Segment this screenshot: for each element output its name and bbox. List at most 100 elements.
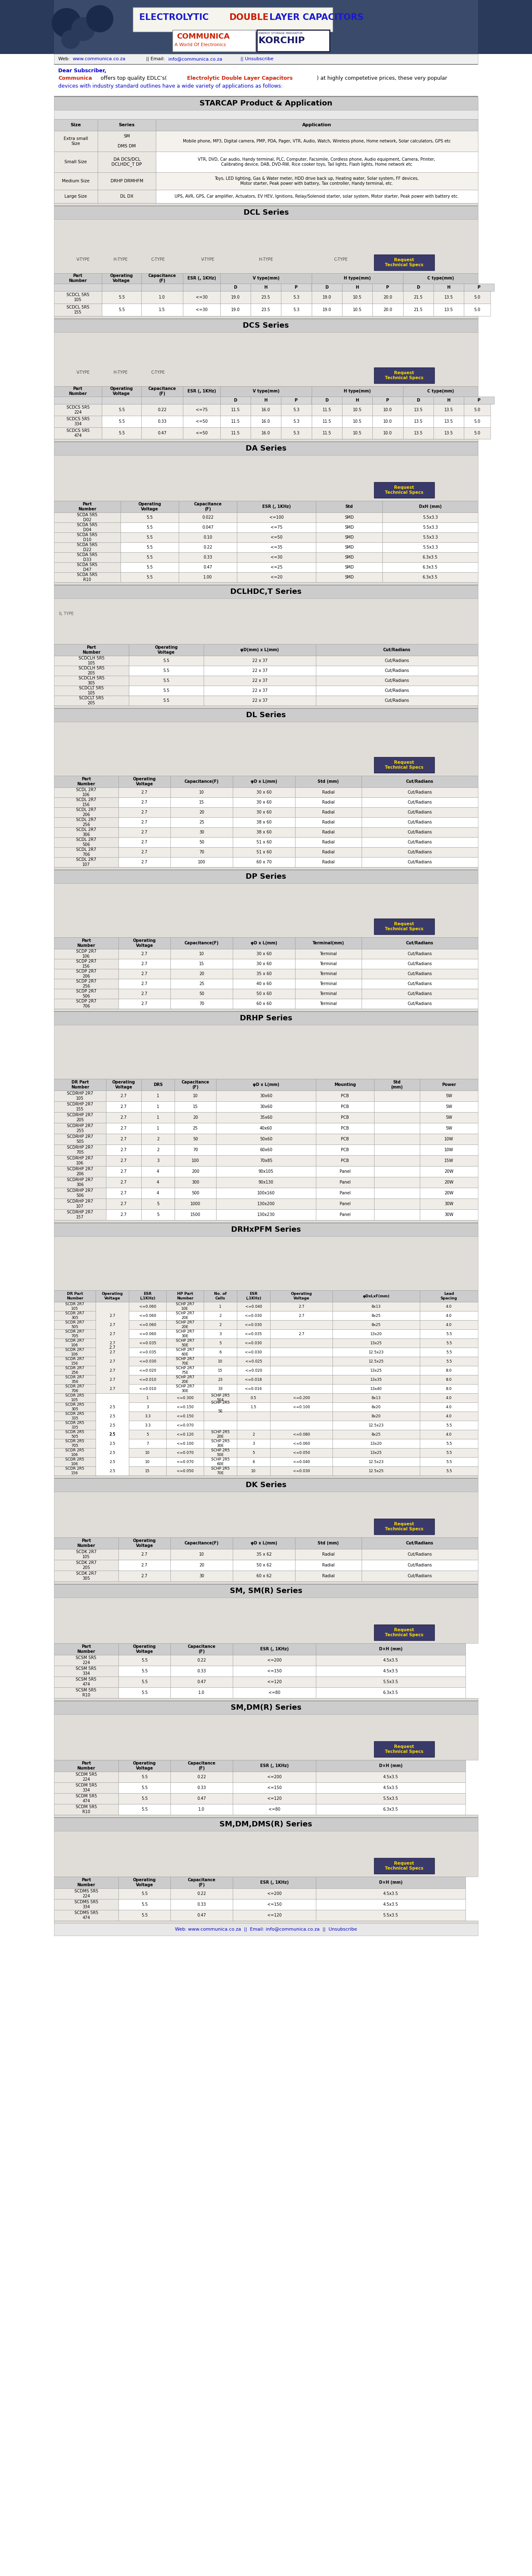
- Text: 20W: 20W: [444, 1190, 453, 1195]
- Text: SCHP 2R7
30E: SCHP 2R7 30E: [176, 1329, 194, 1337]
- Text: 10W: 10W: [444, 1136, 453, 1141]
- Bar: [270, 1319, 332, 1329]
- Bar: [233, 858, 295, 868]
- Text: <=0.020: <=0.020: [245, 1368, 262, 1373]
- Text: 13.5: 13.5: [444, 307, 453, 312]
- Text: 70: 70: [199, 1002, 204, 1005]
- Text: SCDCLT 5R5
105: SCDCLT 5R5 105: [79, 685, 104, 696]
- Bar: [312, 291, 342, 304]
- Bar: [121, 523, 179, 533]
- Bar: [316, 1103, 374, 1113]
- Text: 11.5: 11.5: [231, 430, 240, 435]
- Text: <=0.060: <=0.060: [293, 1443, 310, 1445]
- Text: H-TYPE: H-TYPE: [113, 258, 128, 263]
- Bar: [237, 1340, 270, 1347]
- Bar: [420, 1154, 478, 1167]
- Bar: [54, 1167, 106, 1177]
- Bar: [170, 1783, 233, 1793]
- Bar: [166, 1301, 204, 1311]
- Bar: [403, 273, 478, 283]
- Text: Part
Number: Part Number: [77, 778, 95, 786]
- Bar: [183, 273, 220, 283]
- Bar: [316, 1759, 466, 1772]
- Text: 4.5x3.5: 4.5x3.5: [383, 1669, 398, 1674]
- Text: 5.5: 5.5: [118, 296, 125, 299]
- Text: SCDM 5R5
334: SCDM 5R5 334: [76, 1783, 97, 1793]
- Bar: [54, 562, 121, 572]
- Bar: [174, 1123, 216, 1133]
- Text: 10: 10: [199, 951, 204, 956]
- Bar: [166, 1319, 204, 1329]
- Text: SCDCL 5R5
105: SCDCL 5R5 105: [66, 294, 89, 301]
- Text: SCDR 2R7
706: SCDR 2R7 706: [65, 1386, 84, 1394]
- Text: PCB: PCB: [341, 1136, 349, 1141]
- Bar: [170, 958, 233, 969]
- Text: 2.7: 2.7: [141, 971, 148, 976]
- Bar: [142, 386, 183, 397]
- Bar: [374, 1123, 420, 1133]
- Text: 4: 4: [156, 1170, 159, 1175]
- Text: Radial: Radial: [322, 791, 335, 793]
- Text: 19.0: 19.0: [231, 307, 240, 312]
- Text: <=80: <=80: [268, 1690, 280, 1695]
- Bar: [166, 1383, 204, 1394]
- Bar: [372, 283, 403, 291]
- Text: HP Part
Number: HP Part Number: [177, 1293, 193, 1301]
- Bar: [142, 1103, 174, 1113]
- Bar: [316, 1113, 374, 1123]
- Text: SCDA 5R5
D02: SCDA 5R5 D02: [77, 513, 97, 523]
- Text: 15: 15: [145, 1468, 150, 1473]
- Text: SCDR 2R7
305: SCDR 2R7 305: [65, 1311, 84, 1319]
- Text: 7: 7: [146, 1443, 149, 1445]
- Bar: [295, 858, 362, 868]
- Text: 2.7: 2.7: [109, 1324, 115, 1327]
- Text: Capacitance(F): Capacitance(F): [185, 1540, 219, 1546]
- Bar: [96, 1440, 129, 1448]
- Text: 5.5: 5.5: [146, 526, 153, 531]
- Bar: [54, 1803, 119, 1814]
- Text: Mounting: Mounting: [334, 1082, 356, 1087]
- Bar: [383, 572, 478, 582]
- Text: 2.5: 2.5: [109, 1468, 115, 1473]
- Text: P: P: [477, 399, 480, 402]
- Text: <=0.050: <=0.050: [177, 1468, 194, 1473]
- Bar: [121, 551, 179, 562]
- Text: 2.7: 2.7: [120, 1149, 127, 1151]
- Text: Mobile phone, MP3, Digital camera, PMP, PDA, Pager, VTR, Audio, Watch, Wireless : Mobile phone, MP3, Digital camera, PMP, …: [183, 139, 451, 144]
- Text: H: H: [447, 286, 450, 289]
- Text: <=0.060: <=0.060: [139, 1303, 156, 1309]
- Text: P: P: [294, 399, 297, 402]
- Text: Panel: Panel: [339, 1170, 351, 1175]
- Bar: [434, 404, 464, 415]
- Bar: [374, 1133, 420, 1144]
- Text: Cut/Radians: Cut/Radians: [408, 992, 432, 997]
- Text: Radial: Radial: [322, 860, 335, 863]
- Text: 5.5: 5.5: [141, 1904, 148, 1906]
- Text: 11.5: 11.5: [322, 430, 331, 435]
- Text: 12.5x23: 12.5x23: [369, 1461, 384, 1463]
- Bar: [170, 1643, 233, 1654]
- Bar: [216, 1154, 316, 1167]
- Text: 4: 4: [156, 1180, 159, 1185]
- Bar: [237, 1440, 270, 1448]
- Bar: [295, 948, 362, 958]
- Bar: [270, 1466, 332, 1476]
- Text: 2.7: 2.7: [141, 860, 148, 863]
- Bar: [156, 118, 478, 131]
- Text: SCHP 2R7
10E: SCHP 2R7 10E: [176, 1303, 194, 1311]
- Text: Radial: Radial: [322, 1553, 335, 1556]
- Bar: [204, 685, 316, 696]
- Text: info@communica.co.za: info@communica.co.za: [168, 57, 222, 62]
- Text: 38 x 60: 38 x 60: [256, 819, 271, 824]
- Bar: [420, 1448, 478, 1458]
- Bar: [237, 1301, 270, 1311]
- Text: 5.5: 5.5: [146, 546, 153, 549]
- Text: Panel: Panel: [339, 1180, 351, 1185]
- Bar: [170, 969, 233, 979]
- Text: Part
Number: Part Number: [69, 273, 87, 283]
- Bar: [237, 500, 316, 513]
- Bar: [403, 415, 434, 428]
- Text: Cut/Radians: Cut/Radians: [408, 819, 432, 824]
- Text: 6: 6: [219, 1350, 221, 1355]
- Text: 10: 10: [145, 1450, 150, 1455]
